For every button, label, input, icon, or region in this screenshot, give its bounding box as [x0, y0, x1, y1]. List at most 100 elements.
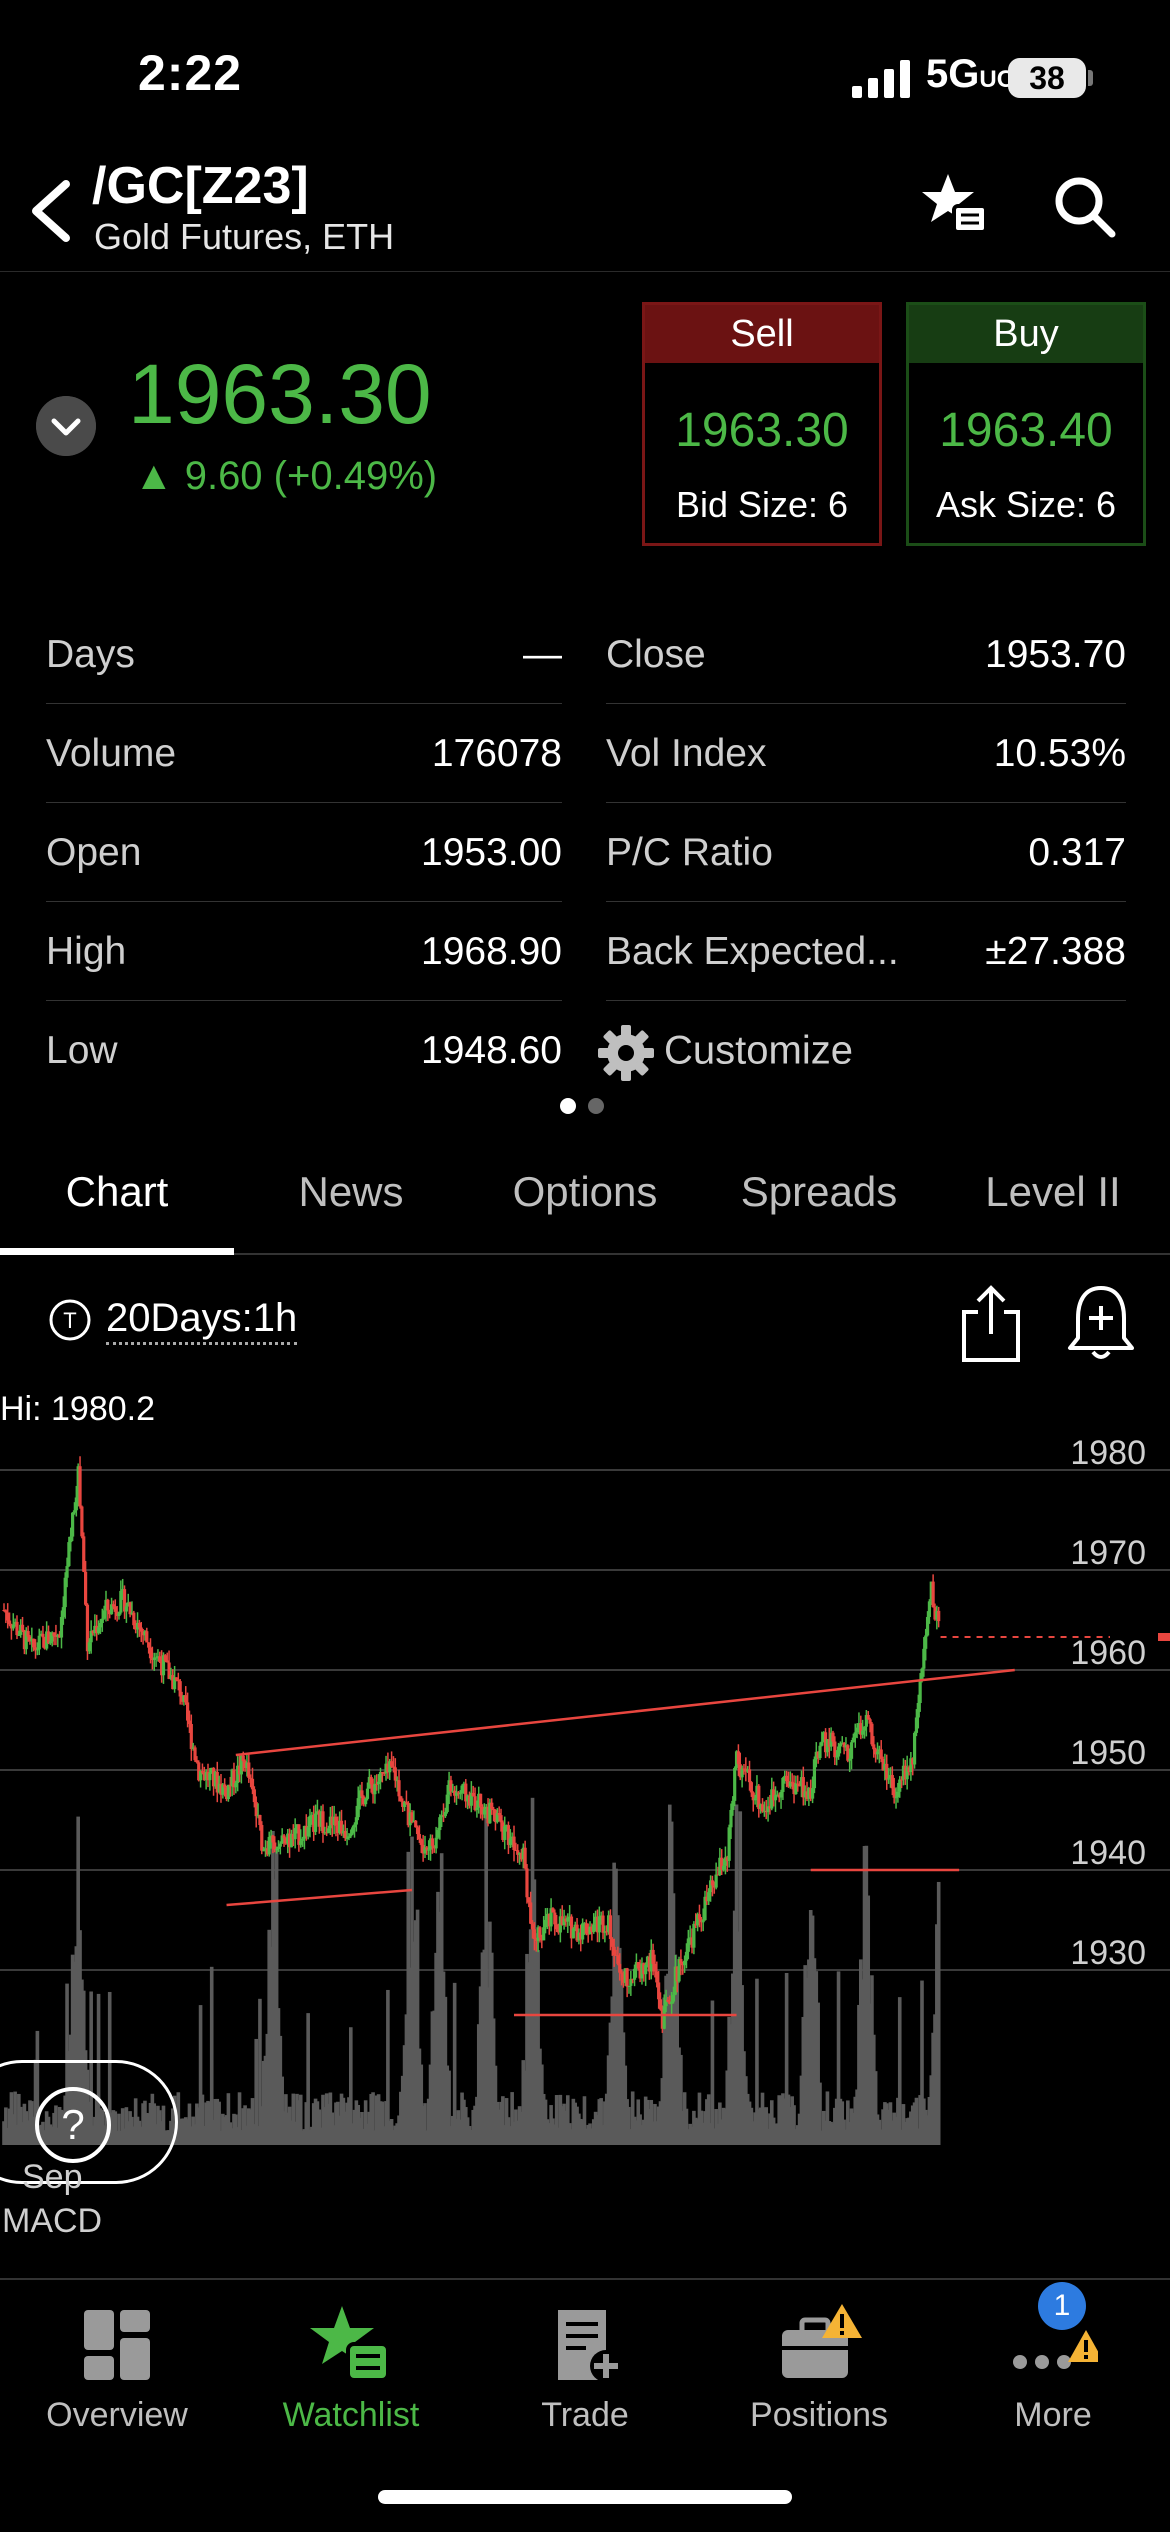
volume-bar — [890, 2120, 895, 2145]
page-dot-active — [560, 1098, 576, 1114]
volume-bar — [866, 1895, 871, 2145]
tab-spreads[interactable]: Spreads — [740, 1168, 898, 1215]
candle-body — [466, 1795, 470, 1802]
volume-bar — [280, 2076, 284, 2145]
nav-positions[interactable]: Positions — [702, 2300, 936, 2435]
sell-button[interactable]: Sell 1963.30 Bid Size: 6 — [642, 302, 882, 546]
volume-bar — [454, 2118, 459, 2145]
volume-bar — [258, 1998, 262, 2145]
candle-body — [499, 1815, 503, 1823]
volume-bar — [402, 2045, 407, 2145]
candle-body — [760, 1804, 765, 1812]
volume-bar — [729, 2024, 733, 2145]
collapse-chevron-icon[interactable] — [36, 396, 96, 456]
volume-bar — [897, 1997, 902, 2145]
volume-bar — [721, 2107, 726, 2145]
candle-body — [747, 1769, 752, 1783]
candle-body — [937, 1610, 941, 1622]
candle-body — [901, 1765, 906, 1780]
more-notification-badge: 1 — [1038, 2282, 1086, 2330]
candle-body — [198, 1771, 203, 1781]
candle-body — [697, 1914, 702, 1920]
candle-body — [733, 1767, 737, 1801]
volume-bar — [807, 1959, 811, 2145]
volume-bar — [44, 2111, 49, 2145]
candle-body — [184, 1695, 188, 1703]
volume-bar — [315, 2101, 320, 2145]
cellular-signal-icon — [852, 60, 910, 98]
candle-body — [805, 1791, 809, 1799]
tab-chart[interactable]: Chart — [65, 1168, 169, 1215]
candle-body — [634, 1962, 638, 1969]
help-button[interactable]: ? — [0, 2060, 178, 2184]
candle-body — [553, 1912, 557, 1925]
volume-bar — [731, 1973, 735, 2145]
candle-body — [742, 1768, 746, 1770]
time-frame-icon[interactable]: T — [48, 1298, 92, 1342]
candle-body — [434, 1837, 438, 1849]
stat-row-close: Close 1953.70 — [606, 605, 1126, 704]
volume-bar — [935, 1924, 939, 2145]
nav-trade[interactable]: Trade — [468, 2300, 702, 2435]
candle-body — [193, 1747, 197, 1761]
volume-bar — [96, 1993, 101, 2145]
candle-body — [428, 1838, 433, 1850]
volume-bar — [113, 2111, 118, 2145]
alert-bell-add-icon[interactable] — [1066, 1282, 1136, 1364]
candle-body — [445, 1794, 449, 1812]
volume-bar — [52, 2112, 56, 2145]
volume-bar — [797, 2113, 802, 2145]
candle-body — [527, 1897, 531, 1903]
nav-watchlist[interactable]: Watchlist — [234, 2300, 468, 2435]
candle-body — [412, 1820, 416, 1823]
volume-bar — [272, 1879, 277, 2145]
volume-bar — [347, 2097, 351, 2145]
volume-bar — [560, 2106, 565, 2145]
tab-level-ii[interactable]: Level II — [985, 1168, 1121, 1215]
volume-bar — [762, 2107, 767, 2145]
volume-bar — [480, 1952, 485, 2145]
volume-bar — [48, 2124, 53, 2145]
candle-body — [2, 1610, 6, 1611]
trendline — [235, 1668, 1015, 1757]
candle-body — [822, 1732, 826, 1742]
tab-news[interactable]: News — [298, 1168, 404, 1215]
tab-options[interactable]: Options — [512, 1168, 658, 1215]
volume-bar — [391, 2130, 396, 2145]
candle-body — [221, 1784, 225, 1795]
candle-body — [210, 1767, 214, 1773]
share-icon[interactable] — [958, 1284, 1024, 1364]
chart-interval-selector[interactable]: 20Days:1h — [106, 1294, 298, 1345]
up-triangle-icon: ▲ — [134, 454, 185, 498]
stats-left-column: Days — Volume 176078 Open 1953.00 High 1968.… — [46, 605, 562, 1100]
candle-body — [862, 1726, 867, 1731]
customize-row[interactable]: Customize — [598, 1001, 1126, 1100]
candle-body — [178, 1681, 182, 1697]
volume-bar — [703, 2111, 707, 2145]
candle-body — [401, 1801, 405, 1807]
nav-more[interactable]: More — [936, 2300, 1170, 2435]
volume-bar — [519, 2111, 524, 2145]
price-chart[interactable]: 1980 1970 1960 1950 1940 1930 — [0, 1420, 1170, 2150]
volume-bar — [217, 2101, 221, 2145]
nav-overview[interactable]: Overview — [0, 2300, 234, 2435]
candle-body — [80, 1506, 84, 1537]
back-chevron-icon[interactable] — [22, 176, 82, 246]
volume-bar — [821, 2110, 826, 2145]
volume-bar — [510, 2092, 514, 2145]
volume-bar — [562, 2103, 566, 2145]
page-indicator[interactable] — [560, 1098, 610, 1118]
candle-body — [896, 1791, 900, 1798]
add-to-watchlist-icon[interactable] — [920, 170, 990, 240]
search-icon[interactable] — [1052, 174, 1118, 240]
candle-body — [215, 1771, 219, 1793]
candle-body — [371, 1784, 375, 1795]
candle-body — [41, 1633, 45, 1638]
volume-bar — [221, 2113, 225, 2145]
buy-button[interactable]: Buy 1963.40 Ask Size: 6 — [906, 302, 1146, 546]
candle-body — [9, 1624, 14, 1629]
volume-bar — [458, 2119, 463, 2145]
candle-body — [562, 1918, 566, 1925]
volume-bar — [213, 2099, 218, 2145]
customize-button[interactable]: Customize — [596, 1023, 853, 1083]
